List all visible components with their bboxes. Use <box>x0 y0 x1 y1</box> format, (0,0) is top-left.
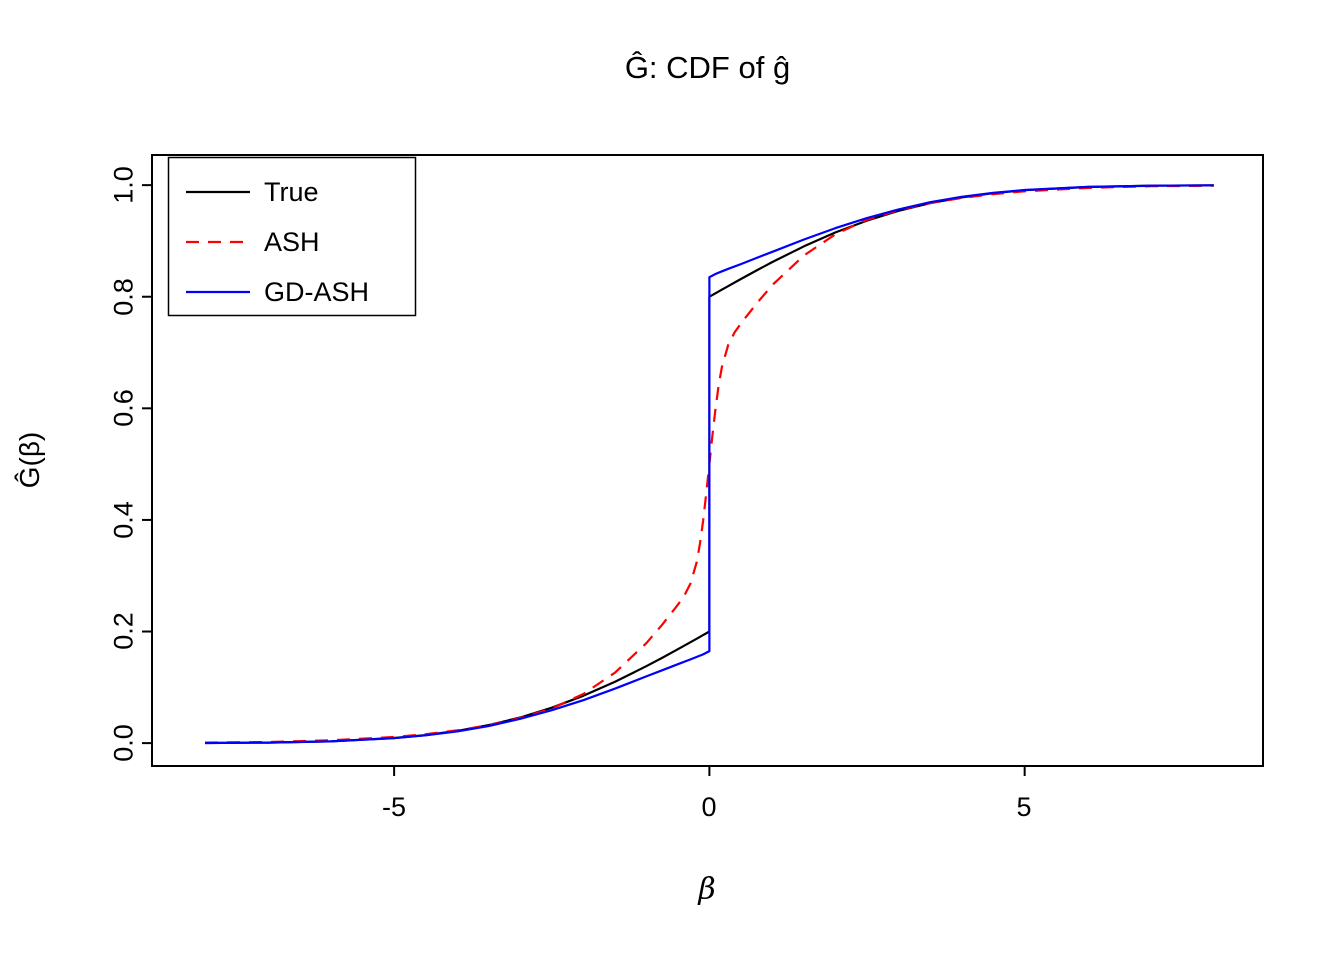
x-tick-label: 5 <box>1016 792 1032 822</box>
y-tick-label: 0.0 <box>108 724 139 762</box>
y-tick-label: 0.8 <box>108 278 139 316</box>
legend-label-ash: ASH <box>264 227 320 257</box>
y-axis-label: Ĝ(β) <box>14 431 45 489</box>
x-tick-label: -5 <box>381 792 406 822</box>
y-tick-label: 1.0 <box>108 166 139 204</box>
y-tick-label: 0.6 <box>108 389 139 427</box>
x-tick-label: 0 <box>701 792 717 822</box>
legend-label-true: True <box>264 177 319 207</box>
y-tick-label: 0.2 <box>108 612 139 650</box>
x-axis-label: β <box>698 872 716 907</box>
legend-label-gd-ash: GD-ASH <box>264 277 370 307</box>
chart-title: Ĝ: CDF of ĝ <box>624 50 791 85</box>
y-tick-label: 0.4 <box>108 501 139 539</box>
